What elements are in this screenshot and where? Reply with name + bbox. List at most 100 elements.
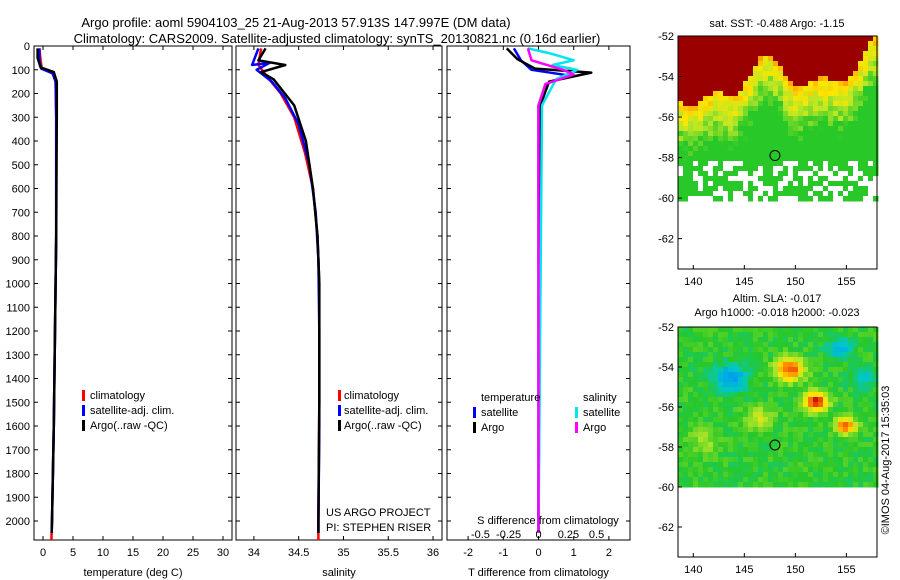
sla_map-cell bbox=[873, 352, 879, 358]
sla_map-cell bbox=[848, 332, 854, 338]
sst_map-cell bbox=[713, 91, 719, 97]
y-tick-label: 1200 bbox=[6, 326, 30, 338]
sst_map-cell bbox=[768, 116, 774, 122]
sla_map-cell bbox=[713, 432, 719, 438]
sla_map-cell bbox=[838, 352, 844, 358]
sst_map-cell bbox=[693, 166, 699, 172]
sla_map-cell bbox=[698, 352, 704, 358]
sst_map-cell bbox=[803, 41, 809, 47]
sst_map-cell bbox=[708, 136, 714, 142]
sst_map-cell bbox=[763, 176, 769, 182]
sla_map-cell bbox=[828, 392, 834, 398]
sst_map-cell bbox=[813, 176, 819, 182]
sst_map-cell bbox=[698, 131, 704, 137]
sst_map-cell bbox=[728, 126, 734, 132]
sla_map-cell bbox=[768, 377, 774, 383]
sla_map-cell bbox=[803, 347, 809, 353]
sst_map-cell bbox=[808, 171, 814, 177]
sst_map-cell bbox=[803, 156, 809, 162]
sst_map-cell bbox=[718, 116, 724, 122]
sla_map-cell bbox=[738, 422, 744, 428]
sla_map-cell bbox=[828, 437, 834, 443]
sst_map-cell bbox=[713, 66, 719, 72]
sst_map-cell bbox=[773, 166, 779, 172]
sst_map-cell bbox=[708, 121, 714, 127]
sst_map-cell bbox=[748, 111, 754, 117]
sla_map-cell bbox=[773, 397, 779, 403]
sla_map-cell bbox=[803, 417, 809, 423]
sst_map-cell bbox=[868, 166, 874, 172]
sla_map-cell bbox=[778, 342, 784, 348]
y-tick-label: 1400 bbox=[6, 374, 30, 386]
sla_map-cell bbox=[738, 377, 744, 383]
sst_map-cell bbox=[698, 36, 704, 42]
sst_map-cell bbox=[863, 81, 869, 87]
sla_map-cell bbox=[723, 467, 729, 473]
sst_map-cell bbox=[853, 151, 859, 157]
sla_map-cell bbox=[773, 402, 779, 408]
sla_map-cell bbox=[758, 357, 764, 363]
sla_map-cell bbox=[783, 332, 789, 338]
sst_map-cell bbox=[803, 171, 809, 177]
sla_map-cell bbox=[778, 352, 784, 358]
sla_map-cell bbox=[723, 392, 729, 398]
sst_map-cell bbox=[708, 181, 714, 187]
sst_map-cell bbox=[723, 171, 729, 177]
sla_map-cell bbox=[823, 382, 829, 388]
sla_map-cell bbox=[743, 382, 749, 388]
sst_map-cell bbox=[813, 46, 819, 52]
sst_map-cell bbox=[678, 146, 684, 152]
sla_map-cell bbox=[793, 397, 799, 403]
sla_map-cell bbox=[743, 392, 749, 398]
sla_map-cell bbox=[758, 467, 764, 473]
sla_map-cell bbox=[768, 372, 774, 378]
sla_map-cell bbox=[848, 352, 854, 358]
sst_map-cell bbox=[758, 41, 764, 47]
sst_map-cell bbox=[853, 106, 859, 112]
sla_map-cell bbox=[858, 327, 864, 333]
sla_map-cell bbox=[758, 377, 764, 383]
sst_map-cell bbox=[678, 116, 684, 122]
sla_map-cell bbox=[738, 347, 744, 353]
sla_map-cell bbox=[868, 357, 874, 363]
sla_map-cell bbox=[738, 452, 744, 458]
sla_map-cell bbox=[693, 357, 699, 363]
sla_map-cell bbox=[733, 337, 739, 343]
sla_map-cell bbox=[793, 337, 799, 343]
sla_map-cell bbox=[738, 352, 744, 358]
sst_map-cell bbox=[783, 96, 789, 102]
sla_map-cell bbox=[708, 437, 714, 443]
sla_map-cell bbox=[703, 352, 709, 358]
sla_map-cell bbox=[723, 452, 729, 458]
sst_map-cell bbox=[728, 151, 734, 157]
sla_map-cell bbox=[793, 472, 799, 478]
sst_map-cell bbox=[783, 121, 789, 127]
sst_map-cell bbox=[843, 56, 849, 62]
sla_map-cell bbox=[763, 397, 769, 403]
sla_map-cell bbox=[718, 402, 724, 408]
title-line-2: Climatology: CARS2009. Satellite-adjuste… bbox=[74, 31, 601, 46]
sla_map-cell bbox=[823, 377, 829, 383]
sst_map-cell bbox=[743, 66, 749, 72]
sst_map-cell bbox=[828, 96, 834, 102]
sst_map-cell bbox=[768, 56, 774, 62]
sst_map-cell bbox=[783, 156, 789, 162]
sst_map-cell bbox=[713, 56, 719, 62]
sst_map-cell bbox=[723, 126, 729, 132]
sst_map-cell bbox=[723, 56, 729, 62]
sla_map-cell bbox=[773, 372, 779, 378]
sla_map-cell bbox=[813, 367, 819, 373]
sst_map-cell bbox=[833, 61, 839, 67]
sla_map-cell bbox=[783, 412, 789, 418]
sla_map-cell bbox=[808, 447, 814, 453]
sla_map-cell bbox=[863, 397, 869, 403]
sla_map-cell bbox=[773, 412, 779, 418]
sst_map-cell bbox=[698, 186, 704, 192]
sst_map-cell bbox=[848, 61, 854, 67]
sla_map-cell bbox=[703, 417, 709, 423]
sst_map-cell bbox=[678, 181, 684, 187]
sla_map-cell bbox=[788, 387, 794, 393]
sst_map-cell bbox=[678, 96, 684, 102]
sla_map-cell bbox=[683, 367, 689, 373]
sst_map-cell bbox=[728, 146, 734, 152]
